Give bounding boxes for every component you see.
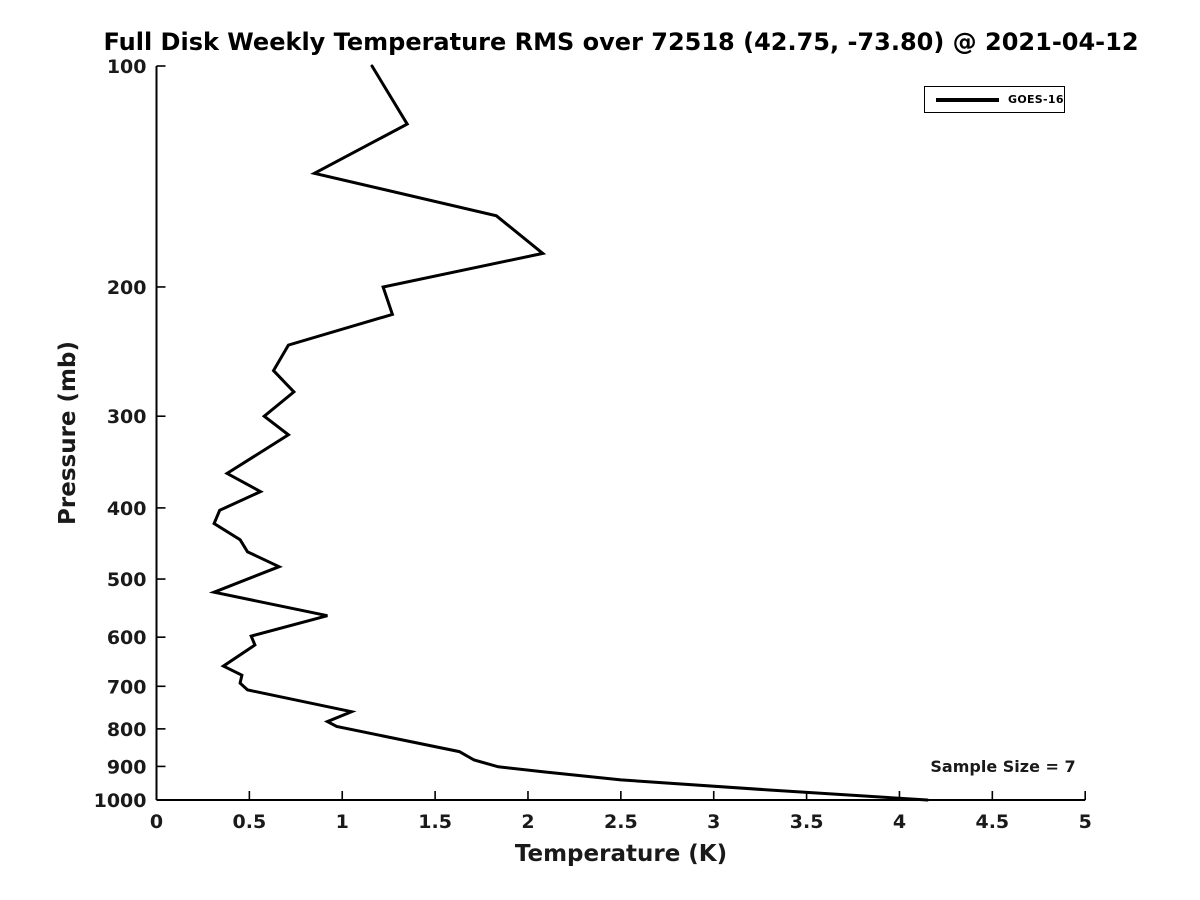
y-tick-label: 1000 <box>94 790 147 812</box>
y-tick-label: 200 <box>107 277 147 299</box>
x-tick-label: 4.5 <box>975 811 1009 833</box>
x-tick-label: 1.5 <box>418 811 452 833</box>
x-tick-label: 0 <box>150 811 163 833</box>
data-line-goes-16 <box>208 64 929 802</box>
y-tick-label: 100 <box>107 56 147 78</box>
sample-size-annotation: Sample Size = 7 <box>930 757 1076 776</box>
y-tick-label: 500 <box>107 569 147 591</box>
x-tick-label: 1 <box>336 811 349 833</box>
x-axis-label: Temperature (K) <box>514 841 728 867</box>
y-tick-label: 300 <box>107 406 147 428</box>
y-tick-label: 700 <box>107 676 147 698</box>
y-tick-label: 900 <box>107 756 147 778</box>
x-tick-label: 3.5 <box>790 811 824 833</box>
x-tick-label: 4 <box>893 811 906 833</box>
x-tick-label: 5 <box>1079 811 1092 833</box>
x-tick-label: 2.5 <box>604 811 638 833</box>
x-tick-label: 2 <box>521 811 534 833</box>
legend-label: GOES-16 <box>1008 93 1064 106</box>
chart-title: Full Disk Weekly Temperature RMS over 72… <box>103 28 1139 56</box>
legend: GOES-16 <box>924 86 1065 113</box>
legend-line-sample-icon <box>936 97 999 102</box>
y-tick-label: 400 <box>107 498 147 520</box>
y-tick-label: 600 <box>107 627 147 649</box>
x-tick-label: 3 <box>707 811 720 833</box>
x-tick-label: 0.5 <box>233 811 267 833</box>
y-tick-label: 800 <box>107 719 147 741</box>
